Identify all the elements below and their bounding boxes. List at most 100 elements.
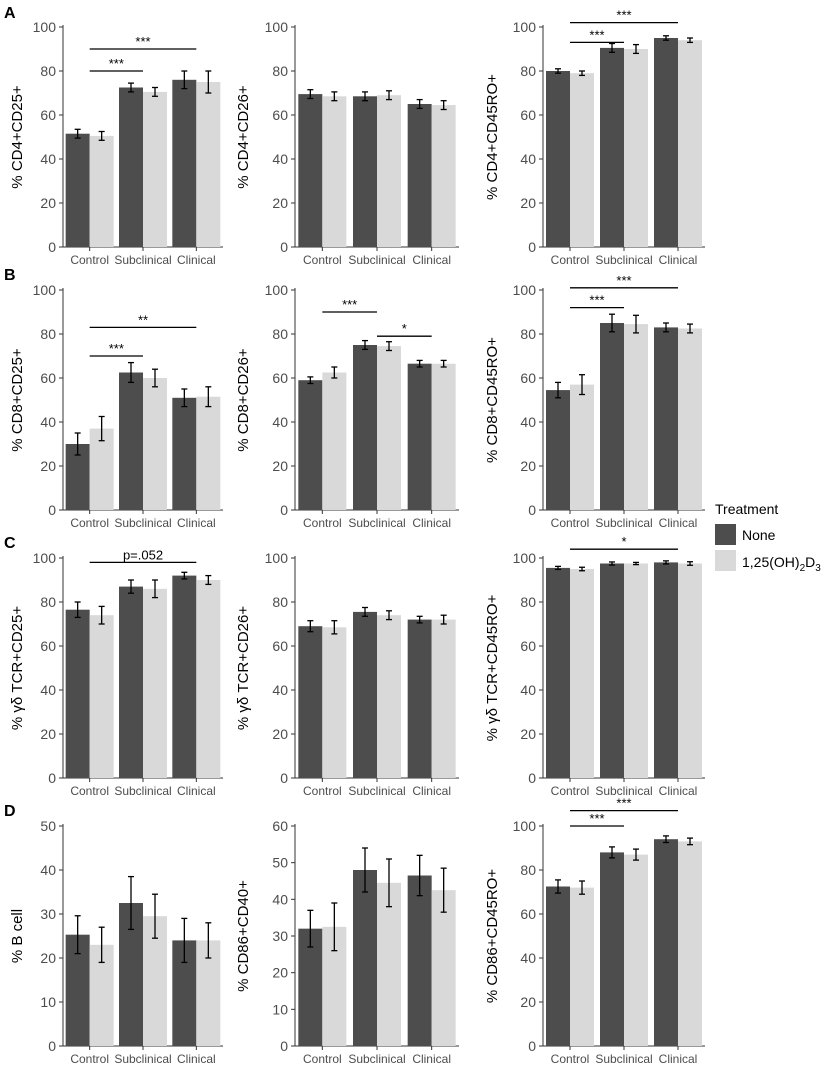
y-tick-label: 60 xyxy=(272,818,288,834)
bar xyxy=(89,615,114,778)
significance-label: ** xyxy=(138,312,148,327)
bar xyxy=(353,96,377,247)
bar xyxy=(298,626,323,778)
y-tick-label: 60 xyxy=(40,370,56,386)
y-tick-label: 40 xyxy=(272,682,288,698)
legend-swatch-vitd xyxy=(715,550,736,571)
bar xyxy=(89,135,114,247)
y-tick-label: 40 xyxy=(40,862,56,878)
chart-panel-10: D 0 10 20 30 40 50 % B cell Control Subclinical Cl… xyxy=(4,803,223,1066)
legend-label-vitd-main: 1,25(OH) xyxy=(742,554,800,570)
y-tick-label: 40 xyxy=(272,891,288,907)
bar xyxy=(377,882,401,1046)
y-tick-label: 20 xyxy=(40,195,56,211)
y-tick-label: 80 xyxy=(40,63,56,79)
y-tick-label: 40 xyxy=(40,414,56,430)
y-axis-label: % γδ TCR+CD45RO+ xyxy=(484,594,501,741)
bar xyxy=(196,396,221,510)
bar xyxy=(298,380,323,510)
bar xyxy=(377,95,401,247)
chart-panel-8: 0 20 40 60 80 100 % γδ TCR+CD26+ Control Subclin… xyxy=(235,550,459,798)
bar xyxy=(570,569,594,778)
bar xyxy=(143,588,167,778)
x-tick-label: Control xyxy=(551,516,590,530)
legend: Treatment None 1,25(OH)2D3 xyxy=(715,501,821,574)
x-tick-label: Control xyxy=(70,253,109,267)
bar xyxy=(654,562,678,778)
bar xyxy=(624,324,648,510)
y-axis-label: % CD8+CD26+ xyxy=(235,348,252,452)
x-tick-label: Clinical xyxy=(659,1052,698,1066)
y-tick-label: 20 xyxy=(520,458,536,474)
bar xyxy=(407,619,432,778)
significance-label: p=.052 xyxy=(123,547,163,562)
y-tick-label: 100 xyxy=(513,282,537,298)
bar xyxy=(196,580,221,778)
significance-label: *** xyxy=(109,341,124,356)
y-tick-label: 10 xyxy=(272,1001,288,1017)
bar xyxy=(298,94,323,247)
y-tick-label: 100 xyxy=(513,19,537,35)
bar xyxy=(172,397,197,510)
y-tick-label: 50 xyxy=(272,855,288,871)
y-axis-label: % γδ TCR+CD26+ xyxy=(235,606,252,730)
chart-panel-12: 0 20 40 60 80 100 % CD86+CD45RO+ Control Subclin… xyxy=(484,796,705,1066)
legend-label-vitd-mid: D xyxy=(805,554,815,570)
bar xyxy=(143,91,167,248)
y-tick-label: 0 xyxy=(280,239,288,255)
x-tick-label: Clinical xyxy=(177,253,216,267)
bar xyxy=(678,841,702,1046)
bar xyxy=(143,378,167,510)
y-tick-label: 60 xyxy=(40,107,56,123)
y-tick-label: 40 xyxy=(272,414,288,430)
y-tick-label: 100 xyxy=(513,550,537,566)
y-tick-label: 20 xyxy=(520,195,536,211)
x-tick-label: Clinical xyxy=(412,253,451,267)
bar xyxy=(654,839,678,1046)
y-tick-label: 30 xyxy=(272,928,288,944)
x-tick-label: Clinical xyxy=(412,784,451,798)
x-tick-label: Subclinical xyxy=(114,516,171,530)
y-tick-label: 60 xyxy=(272,370,288,386)
y-tick-label: 0 xyxy=(528,1038,536,1054)
chart-panel-11: 0 10 20 30 40 50 60 % CD86+CD40+ Control Subclini… xyxy=(235,818,459,1066)
panel-letter: B xyxy=(4,267,16,284)
legend-swatch-none xyxy=(715,524,736,545)
bar xyxy=(322,96,347,247)
x-tick-label: Control xyxy=(70,784,109,798)
y-axis-label: % CD4+CD26+ xyxy=(235,85,252,189)
y-tick-label: 40 xyxy=(40,682,56,698)
x-tick-label: Clinical xyxy=(412,1052,451,1066)
chart-panel-5: 0 20 40 60 80 100 % CD8+CD26+ Control Subclinica… xyxy=(235,282,459,530)
x-tick-label: Subclinical xyxy=(595,784,652,798)
legend-title: Treatment xyxy=(715,501,778,517)
significance-label: *** xyxy=(109,56,124,71)
y-tick-label: 60 xyxy=(520,370,536,386)
bar xyxy=(600,323,624,510)
x-tick-label: Control xyxy=(303,516,342,530)
bar xyxy=(172,79,197,247)
y-tick-label: 20 xyxy=(272,458,288,474)
significance-label: *** xyxy=(589,293,604,308)
y-tick-label: 0 xyxy=(48,239,56,255)
y-axis-label: % CD8+CD25+ xyxy=(9,348,26,452)
panel-letter: A xyxy=(4,5,16,22)
y-tick-label: 40 xyxy=(520,682,536,698)
x-tick-label: Control xyxy=(70,516,109,530)
bar xyxy=(65,133,90,247)
bar xyxy=(353,611,377,778)
x-tick-label: Subclinical xyxy=(114,1052,171,1066)
significance-label: *** xyxy=(589,27,604,42)
y-tick-label: 80 xyxy=(520,862,536,878)
legend-label-vitd: 1,25(OH)2D3 xyxy=(742,554,821,574)
y-tick-label: 100 xyxy=(33,282,57,298)
significance-label: * xyxy=(621,534,626,549)
significance-label: *** xyxy=(589,811,604,826)
y-tick-label: 40 xyxy=(520,151,536,167)
x-tick-label: Clinical xyxy=(659,253,698,267)
x-tick-label: Clinical xyxy=(177,1052,216,1066)
bar xyxy=(172,575,197,778)
y-tick-label: 20 xyxy=(272,965,288,981)
x-tick-label: Control xyxy=(551,1052,590,1066)
bar xyxy=(431,619,456,778)
